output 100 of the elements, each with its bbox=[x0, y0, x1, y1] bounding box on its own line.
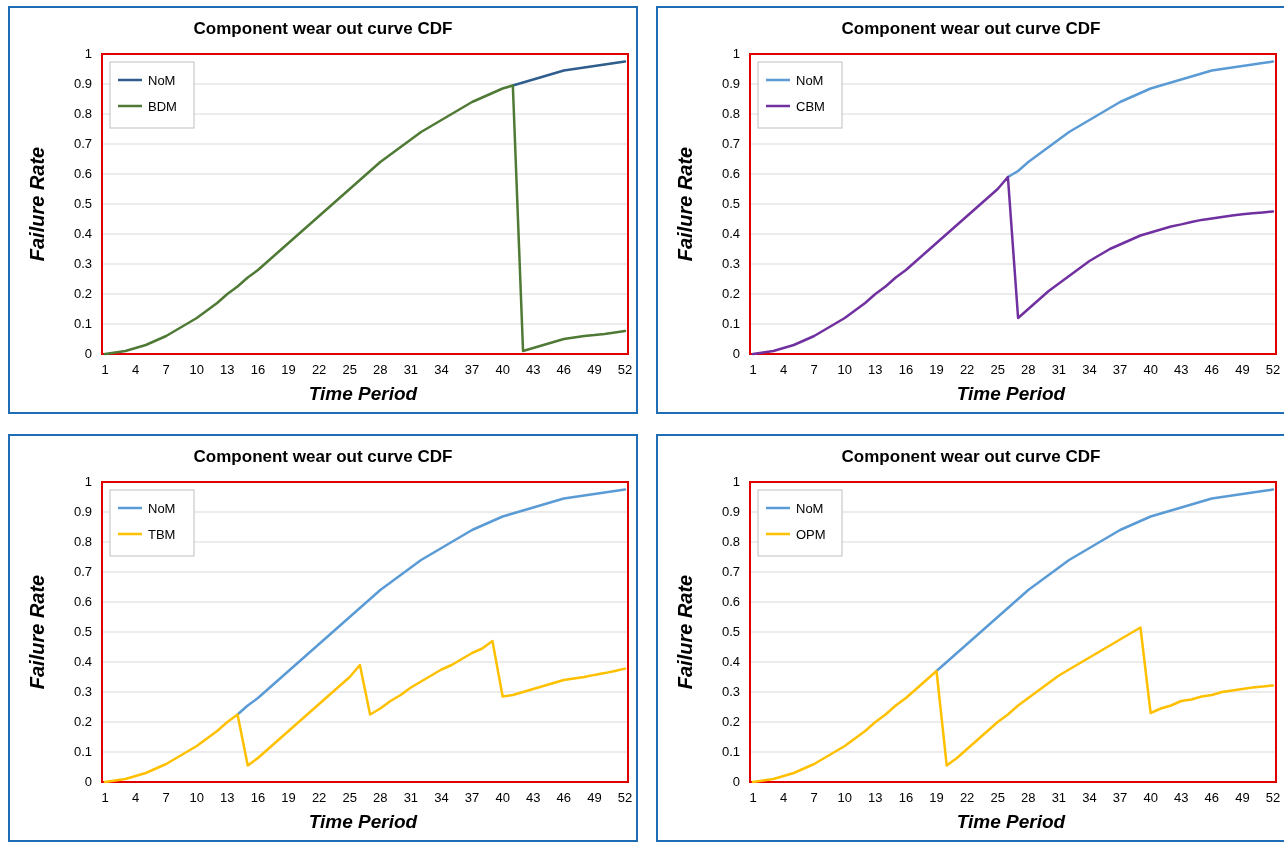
x-axis-title: Time Period bbox=[308, 383, 418, 404]
x-tick-label: 19 bbox=[929, 362, 944, 377]
x-tick-label: 1 bbox=[101, 362, 109, 377]
x-tick-label: 52 bbox=[1265, 790, 1281, 805]
x-tick-label: 28 bbox=[1021, 790, 1036, 805]
y-tick-label: 0.7 bbox=[73, 136, 92, 151]
x-tick-label: 46 bbox=[556, 790, 572, 805]
x-tick-label: 34 bbox=[1082, 362, 1097, 377]
y-tick-label: 0.1 bbox=[721, 316, 740, 331]
y-tick-label: 0.6 bbox=[73, 166, 92, 181]
y-tick-label: 1 bbox=[84, 46, 92, 61]
x-tick-label: 37 bbox=[1112, 362, 1128, 377]
y-tick-label: 0 bbox=[84, 346, 92, 361]
x-tick-label: 7 bbox=[810, 362, 818, 377]
y-tick-label: 0.8 bbox=[721, 106, 740, 121]
x-tick-label: 49 bbox=[587, 790, 602, 805]
line-series bbox=[1006, 60, 1275, 179]
line-series bbox=[751, 175, 1275, 356]
x-tick-label: 13 bbox=[220, 362, 235, 377]
x-tick-label: 31 bbox=[1051, 790, 1067, 805]
y-tick-label: 0.7 bbox=[721, 564, 740, 579]
x-tick-label: 52 bbox=[1265, 362, 1281, 377]
x-tick-label: 34 bbox=[1082, 790, 1097, 805]
legend-label: TBM bbox=[148, 527, 176, 542]
y-tick-label: 0.5 bbox=[721, 196, 740, 211]
x-tick-label: 43 bbox=[1174, 362, 1189, 377]
x-tick-label: 1 bbox=[749, 790, 757, 805]
chart-title: Component wear out curve CDF bbox=[193, 447, 453, 466]
x-tick-label: 4 bbox=[779, 790, 788, 805]
y-tick-label: 0.9 bbox=[73, 76, 92, 91]
x-tick-label: 19 bbox=[281, 790, 296, 805]
x-tick-label: 7 bbox=[162, 362, 170, 377]
y-tick-label: 0.5 bbox=[73, 624, 92, 639]
y-tick-label: 0.3 bbox=[73, 684, 92, 699]
x-tick-label: 10 bbox=[837, 790, 852, 805]
chart-title: Component wear out curve CDF bbox=[841, 447, 1101, 466]
x-tick-label: 46 bbox=[1204, 362, 1220, 377]
y-tick-label: 1 bbox=[732, 46, 740, 61]
legend-label: NoM bbox=[796, 73, 824, 88]
legend-label: CBM bbox=[796, 99, 825, 114]
x-tick-label: 10 bbox=[189, 362, 204, 377]
x-tick-label: 43 bbox=[1174, 790, 1189, 805]
y-tick-label: 1 bbox=[84, 474, 92, 489]
x-axis-title: Time Period bbox=[956, 811, 1066, 832]
x-tick-label: 16 bbox=[898, 362, 914, 377]
x-tick-label: 37 bbox=[464, 790, 480, 805]
x-tick-label: 25 bbox=[342, 790, 357, 805]
x-tick-label: 52 bbox=[617, 362, 633, 377]
y-tick-label: 0.9 bbox=[721, 76, 740, 91]
line-series bbox=[236, 488, 627, 716]
x-tick-label: 13 bbox=[868, 790, 883, 805]
y-tick-label: 0.6 bbox=[73, 594, 92, 609]
x-tick-label: 46 bbox=[1204, 790, 1220, 805]
x-tick-label: 40 bbox=[1143, 790, 1158, 805]
x-tick-label: 10 bbox=[189, 790, 204, 805]
y-tick-label: 0.2 bbox=[721, 286, 740, 301]
y-tick-label: 0.8 bbox=[721, 534, 740, 549]
legend-label: BDM bbox=[148, 99, 177, 114]
x-tick-label: 22 bbox=[311, 362, 327, 377]
x-tick-label: 52 bbox=[617, 790, 633, 805]
x-tick-label: 10 bbox=[837, 362, 852, 377]
x-tick-label: 22 bbox=[959, 790, 975, 805]
x-tick-label: 16 bbox=[250, 362, 266, 377]
y-tick-label: 0.4 bbox=[721, 654, 740, 669]
x-tick-label: 22 bbox=[959, 362, 975, 377]
y-tick-label: 0.9 bbox=[721, 504, 740, 519]
x-tick-label: 13 bbox=[220, 790, 235, 805]
y-tick-label: 0.6 bbox=[721, 166, 740, 181]
x-tick-label: 1 bbox=[749, 362, 757, 377]
y-tick-label: 0.5 bbox=[721, 624, 740, 639]
y-tick-label: 0.4 bbox=[721, 226, 740, 241]
x-tick-label: 31 bbox=[403, 790, 419, 805]
y-tick-label: 0 bbox=[732, 346, 740, 361]
x-tick-label: 4 bbox=[131, 790, 140, 805]
legend-label: OPM bbox=[796, 527, 826, 542]
y-tick-label: 0.2 bbox=[73, 286, 92, 301]
x-tick-label: 22 bbox=[311, 790, 327, 805]
y-tick-label: 0.1 bbox=[721, 744, 740, 759]
y-axis-title: Failure Rate bbox=[674, 574, 696, 690]
y-tick-label: 0.4 bbox=[73, 226, 92, 241]
x-tick-label: 31 bbox=[403, 362, 419, 377]
x-tick-label: 49 bbox=[1235, 790, 1250, 805]
x-tick-label: 37 bbox=[1112, 790, 1128, 805]
x-tick-label: 1 bbox=[101, 790, 109, 805]
y-tick-label: 0 bbox=[84, 774, 92, 789]
x-tick-label: 40 bbox=[1143, 362, 1158, 377]
legend-label: NoM bbox=[148, 73, 176, 88]
x-tick-label: 40 bbox=[495, 362, 510, 377]
x-tick-label: 28 bbox=[373, 790, 388, 805]
y-axis-title: Failure Rate bbox=[26, 146, 48, 262]
x-tick-label: 43 bbox=[526, 362, 541, 377]
y-axis-title: Failure Rate bbox=[674, 146, 696, 262]
x-tick-label: 16 bbox=[250, 790, 266, 805]
y-tick-label: 0.1 bbox=[73, 316, 92, 331]
x-tick-label: 25 bbox=[342, 362, 357, 377]
x-tick-label: 43 bbox=[526, 790, 541, 805]
x-tick-label: 16 bbox=[898, 790, 914, 805]
legend-label: NoM bbox=[796, 501, 824, 516]
x-tick-label: 49 bbox=[587, 362, 602, 377]
x-tick-label: 28 bbox=[373, 362, 388, 377]
